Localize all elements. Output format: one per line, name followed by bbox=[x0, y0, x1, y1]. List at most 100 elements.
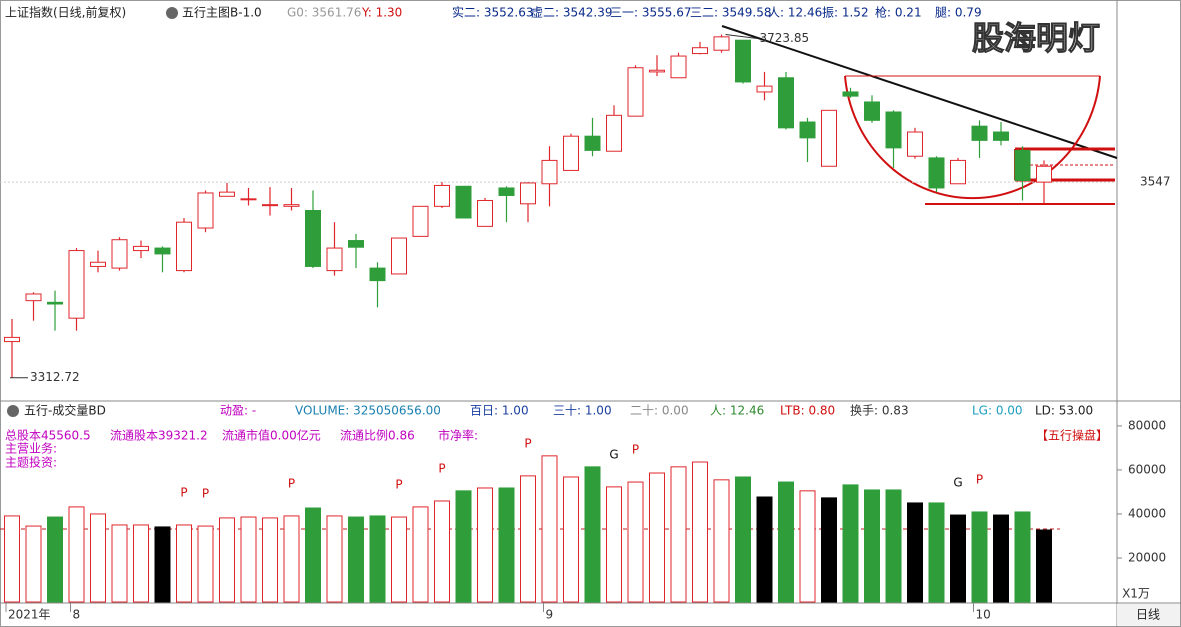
signal-label: G bbox=[953, 476, 962, 490]
readout: 三二: 3549.58 bbox=[690, 6, 771, 20]
volume-bar bbox=[111, 524, 128, 603]
candle-body bbox=[692, 47, 708, 55]
readout: 人: 12.46 bbox=[710, 404, 764, 418]
volume-bar bbox=[627, 481, 644, 603]
volume-bar bbox=[498, 487, 515, 603]
candle-body bbox=[111, 239, 128, 269]
candle-body bbox=[799, 121, 816, 139]
readout: G0: 3561.76 bbox=[287, 6, 361, 20]
signal-label: P bbox=[202, 487, 209, 501]
info-text: 主题投资: bbox=[5, 455, 57, 470]
signal-label: P bbox=[395, 478, 402, 492]
volume-bar bbox=[25, 525, 42, 603]
readout: 振: 1.52 bbox=[822, 6, 869, 20]
volume-bar bbox=[477, 487, 493, 603]
candle-body bbox=[563, 135, 579, 171]
indicator-icon[interactable] bbox=[166, 7, 178, 19]
candle-body bbox=[971, 125, 988, 141]
readout: 实二: 3552.63 bbox=[452, 5, 533, 20]
signal-label: P bbox=[288, 476, 295, 490]
volume-bar bbox=[326, 515, 343, 603]
volume-bar bbox=[778, 481, 794, 603]
volume-bar bbox=[412, 506, 429, 603]
x-tick-label: 9 bbox=[546, 608, 554, 622]
candle-body bbox=[735, 39, 751, 83]
indicator-icon[interactable] bbox=[7, 405, 19, 417]
readout: 枪: 0.21 bbox=[875, 5, 922, 20]
volume-bar bbox=[821, 497, 837, 603]
volume-bar bbox=[692, 461, 708, 603]
candle-body bbox=[498, 187, 515, 196]
volume-bar bbox=[584, 466, 601, 603]
volume-bar bbox=[262, 517, 278, 603]
volume-bar bbox=[713, 479, 730, 603]
candle-body bbox=[219, 191, 235, 197]
volume-bar bbox=[541, 455, 558, 603]
volume-bar bbox=[47, 516, 63, 603]
y-tick-label: 40000 bbox=[1128, 506, 1166, 520]
volume-bar bbox=[756, 496, 773, 603]
readout: LTB: 0.80 bbox=[780, 404, 835, 418]
volume-bar bbox=[520, 475, 536, 603]
candle-body bbox=[477, 199, 493, 227]
readout: 三十: 1.00 bbox=[553, 404, 612, 418]
signal-label: G bbox=[609, 447, 618, 461]
max-label: 3723.85 bbox=[760, 31, 810, 45]
signal-label: P bbox=[524, 436, 531, 450]
readout: LG: 0.00 bbox=[972, 404, 1023, 418]
period-box[interactable] bbox=[1117, 604, 1180, 626]
readout: 百日: 1.00 bbox=[470, 404, 529, 418]
volume-bar bbox=[670, 466, 687, 603]
candle-body bbox=[907, 131, 923, 157]
volume-bar bbox=[133, 524, 149, 603]
candle-body bbox=[520, 182, 536, 205]
indicator-name: 五行主图B-1.0 bbox=[182, 6, 262, 20]
readout: VOLUME: 325050656.00 bbox=[295, 404, 441, 418]
y-tick-label: 80000 bbox=[1128, 418, 1166, 432]
candle-body bbox=[756, 85, 773, 93]
candle-body bbox=[584, 135, 601, 151]
volume-bar bbox=[434, 500, 450, 603]
candle-body bbox=[713, 36, 730, 51]
candle-body bbox=[778, 77, 794, 129]
candle-body bbox=[176, 221, 192, 272]
volume-bar bbox=[735, 476, 751, 603]
chart-title: 上证指数(日线,前复权) bbox=[5, 5, 126, 20]
candle-body bbox=[821, 109, 837, 167]
candle-body bbox=[950, 159, 966, 185]
watermark: 股海明灯 bbox=[972, 19, 1100, 57]
candle-body bbox=[412, 205, 429, 237]
volume-bar bbox=[4, 515, 20, 603]
volume-bar bbox=[219, 517, 235, 603]
volume-bar bbox=[993, 514, 1009, 603]
readout: LD: 53.00 bbox=[1035, 404, 1093, 418]
candle-body bbox=[649, 69, 665, 73]
candle-body bbox=[1036, 165, 1052, 183]
candle-body bbox=[262, 204, 278, 207]
volume-unit: X1万 bbox=[1122, 587, 1150, 601]
candle-body bbox=[864, 101, 880, 121]
volume-bar bbox=[305, 507, 321, 603]
volume-bar bbox=[391, 516, 407, 603]
readout: 三一: 3555.67 bbox=[610, 6, 691, 20]
candle-body bbox=[197, 192, 214, 229]
candle-body bbox=[606, 114, 622, 152]
period-label: 日线 bbox=[1136, 608, 1160, 622]
signal-label: P bbox=[632, 443, 639, 457]
candle-body bbox=[348, 240, 364, 248]
candle-body bbox=[842, 91, 859, 97]
arc-drawing bbox=[844, 75, 1101, 200]
candle-body bbox=[68, 250, 85, 319]
trend-line bbox=[721, 25, 1118, 159]
volume-bar bbox=[154, 526, 171, 603]
candle-body bbox=[455, 185, 472, 219]
candle-body bbox=[391, 237, 407, 275]
info-text: 流通股本39321.2 bbox=[110, 429, 208, 443]
y-tick-label: 20000 bbox=[1128, 550, 1166, 564]
volume-bar bbox=[68, 506, 85, 603]
candle-body bbox=[133, 245, 149, 252]
volume-bar bbox=[240, 516, 257, 603]
volume-bar bbox=[606, 486, 622, 603]
volume-bar bbox=[971, 511, 988, 603]
volume-bar bbox=[649, 472, 665, 603]
